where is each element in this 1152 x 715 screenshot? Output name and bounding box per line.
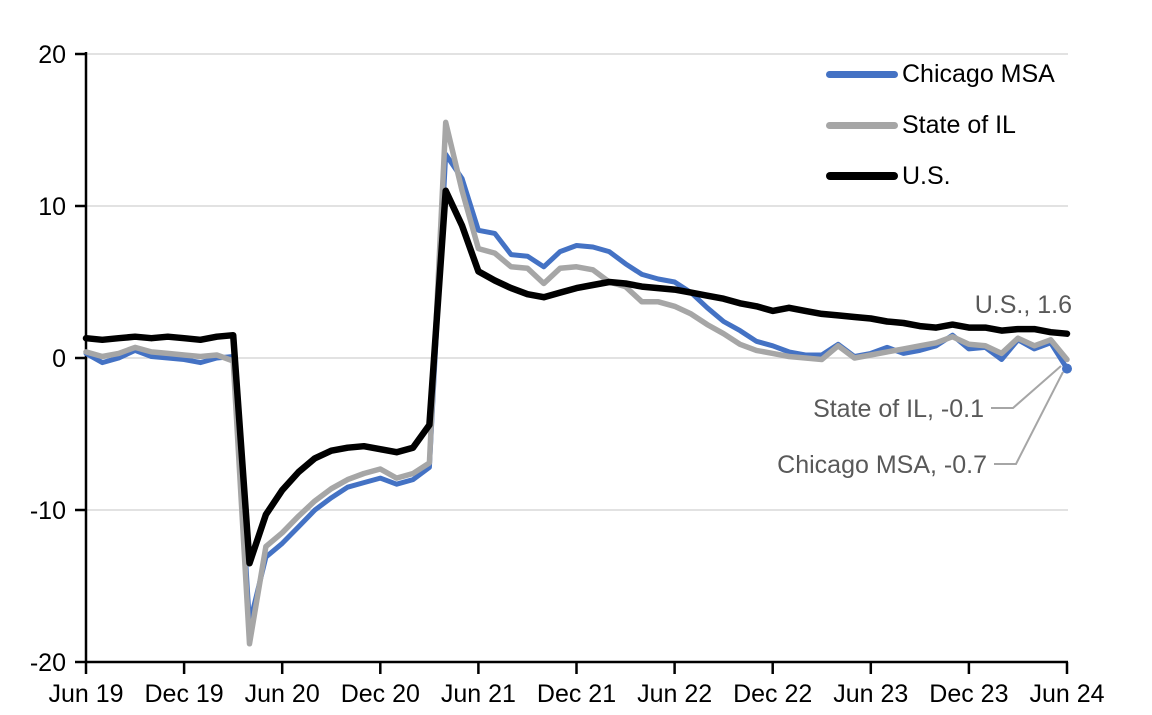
y-tick-label-0: 0 [52, 345, 66, 373]
series-line-state-of-il [83, 119, 1070, 647]
axes: 20 10 0 -10 -20 Jun 19 Dec 19 Jun 20 Dec 20 Jun 2… [30, 41, 1105, 708]
x-tick-label-3: Dec 20 [341, 680, 420, 708]
series-line-u-s [82, 187, 1071, 567]
x-tick-label-1: Dec 19 [144, 680, 223, 708]
x-tick-label-4: Jun 21 [441, 680, 516, 708]
x-tick-label-5: Dec 21 [537, 680, 616, 708]
x-tick-label-0: Jun 19 [48, 680, 123, 708]
legend-swatch-chicago-msa-icon [826, 70, 898, 78]
y-tick-label--20: -20 [30, 649, 66, 677]
legend: Chicago MSA State of IL U.S. [826, 57, 1055, 193]
x-tick-label-7: Dec 22 [733, 680, 812, 708]
x-tick-label-10: Jun 24 [1029, 680, 1104, 708]
x-tick-label-8: Jun 23 [833, 680, 908, 708]
legend-item-state-of-il: State of IL [826, 108, 1055, 142]
legend-swatch-state-of-il-icon [826, 121, 898, 129]
legend-swatch-us-icon [826, 172, 898, 180]
leader-line-chicago-msa [994, 371, 1064, 465]
end-point-marker-chicago-msa [1062, 363, 1072, 374]
y-tick-label-10: 10 [38, 193, 66, 221]
leader-line-state-of-il [991, 365, 1062, 409]
legend-item-chicago-msa: Chicago MSA [826, 57, 1055, 91]
x-tick-label-6: Jun 22 [637, 680, 712, 708]
annotations: U.S., 1.6 State of IL, -0.1 Chicago MSA, -… [777, 291, 1072, 479]
x-tick-label-9: Dec 23 [929, 680, 1008, 708]
x-tick-label-2: Jun 20 [245, 680, 320, 708]
legend-label-us: U.S. [902, 161, 951, 190]
annotation-state-of-il: State of IL, -0.1 [813, 395, 984, 423]
y-tick-label-20: 20 [38, 41, 66, 69]
gridlines [86, 53, 1068, 511]
legend-label-chicago-msa: Chicago MSA [902, 59, 1055, 88]
legend-label-state-of-il: State of IL [902, 110, 1016, 139]
y-tick-label--10: -10 [30, 497, 66, 525]
series-lines [82, 119, 1072, 647]
annotation-us: U.S., 1.6 [975, 291, 1072, 319]
legend-item-us: U.S. [826, 159, 1055, 193]
annotation-chicago-msa: Chicago MSA, -0.7 [777, 451, 987, 479]
